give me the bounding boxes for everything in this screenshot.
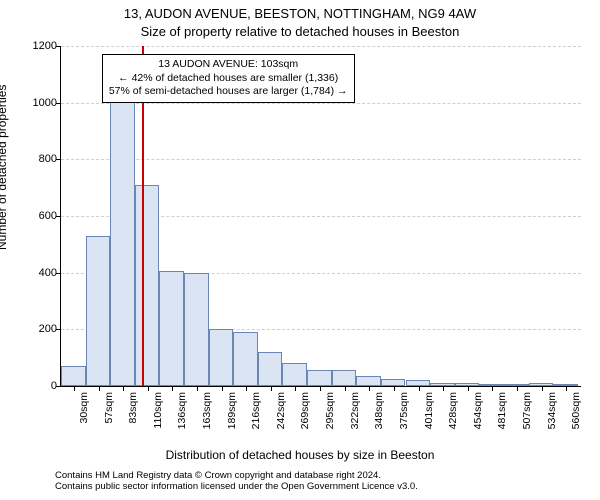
xtick-mark [320,386,321,391]
xtick-mark [369,386,370,391]
histogram-bar [233,332,258,386]
ytick-label: 800 [17,153,57,165]
xtick-mark [345,386,346,391]
gridline [61,46,581,47]
xtick-label: 454sqm [472,392,484,429]
ytick-label: 400 [17,267,57,279]
xtick-mark [419,386,420,391]
xtick-label: 242sqm [275,392,287,429]
xtick-mark [394,386,395,391]
gridline [61,159,581,160]
ytick-label: 200 [17,323,57,335]
xtick-label: 163sqm [201,392,213,429]
chart-plot-area: 02004006008001000120030sqm57sqm83sqm110s… [60,46,581,387]
xtick-mark [246,386,247,391]
xtick-mark [492,386,493,391]
histogram-bar [61,366,86,386]
xtick-mark [197,386,198,391]
xtick-mark [271,386,272,391]
xtick-label: 30sqm [78,392,90,424]
xtick-mark [468,386,469,391]
xtick-mark [566,386,567,391]
histogram-bar [110,89,135,387]
xtick-label: 375sqm [398,392,410,429]
annotation-line1: 13 AUDON AVENUE: 103sqm [109,58,348,72]
xtick-mark [517,386,518,391]
ytick-label: 1200 [17,40,57,52]
histogram-bar [209,329,234,386]
histogram-bar [86,236,111,386]
annotation-box: 13 AUDON AVENUE: 103sqm ← 42% of detache… [102,54,355,103]
xtick-label: 481sqm [496,392,508,429]
ytick-label: 600 [17,210,57,222]
xtick-label: 295sqm [324,392,336,429]
chart-title-line2: Size of property relative to detached ho… [0,24,600,39]
histogram-bar [356,376,381,386]
x-axis-label: Distribution of detached houses by size … [0,448,600,462]
ytick-label: 1000 [17,97,57,109]
xtick-mark [542,386,543,391]
xtick-mark [74,386,75,391]
chart-title-line1: 13, AUDON AVENUE, BEESTON, NOTTINGHAM, N… [0,6,600,21]
xtick-label: 83sqm [127,392,139,424]
xtick-label: 136sqm [176,392,188,429]
xtick-mark [172,386,173,391]
attribution-line2: Contains public sector information licen… [55,481,418,492]
xtick-label: 560sqm [570,392,582,429]
xtick-label: 189sqm [226,392,238,429]
histogram-bar [135,185,160,386]
xtick-label: 322sqm [349,392,361,429]
attribution-line1: Contains HM Land Registry data © Crown c… [55,470,418,481]
xtick-label: 534sqm [546,392,558,429]
histogram-bar [332,370,357,386]
histogram-bar [381,379,406,386]
xtick-mark [99,386,100,391]
xtick-mark [295,386,296,391]
annotation-line2: ← 42% of detached houses are smaller (1,… [109,72,348,86]
xtick-label: 269sqm [299,392,311,429]
histogram-bar [282,363,307,386]
xtick-mark [123,386,124,391]
attribution-text: Contains HM Land Registry data © Crown c… [55,470,418,493]
xtick-label: 428sqm [447,392,459,429]
histogram-bar [159,271,184,386]
xtick-label: 348sqm [373,392,385,429]
xtick-label: 507sqm [521,392,533,429]
xtick-mark [222,386,223,391]
annotation-line3: 57% of semi-detached houses are larger (… [109,85,348,99]
histogram-bar [258,352,283,386]
histogram-bar [184,273,209,386]
y-axis-label: Number of detached properties [0,85,9,250]
xtick-label: 57sqm [103,392,115,424]
xtick-label: 110sqm [152,392,164,429]
xtick-mark [443,386,444,391]
xtick-label: 216sqm [250,392,262,429]
histogram-bar [307,370,332,386]
xtick-mark [148,386,149,391]
xtick-label: 401sqm [423,392,435,429]
ytick-label: 0 [17,380,57,392]
